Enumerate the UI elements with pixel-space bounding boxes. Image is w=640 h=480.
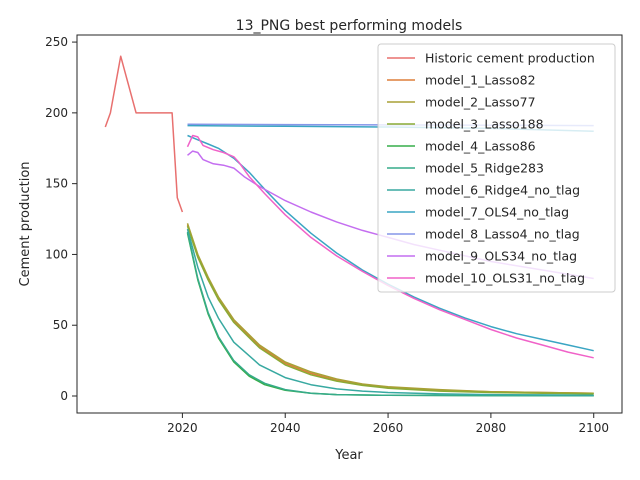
y-tick-label: 0 bbox=[60, 389, 68, 403]
legend-entry: model_10_OLS31_no_tlag bbox=[425, 271, 585, 286]
legend-entry: model_8_Lasso4_no_tlag bbox=[425, 227, 580, 242]
legend-entry: model_5_Ridge283 bbox=[425, 161, 544, 176]
legend-entry: model_1_Lasso82 bbox=[425, 73, 536, 88]
series-line-1 bbox=[104, 55, 184, 213]
legend-entry: Historic cement production bbox=[425, 51, 595, 66]
x-tick-label: 2020 bbox=[167, 421, 198, 435]
y-tick-label: 100 bbox=[45, 247, 68, 261]
y-tick-label: 200 bbox=[45, 106, 68, 120]
y-axis: 0 50 100 150 200 250 bbox=[45, 35, 77, 403]
series-line-3 bbox=[186, 223, 594, 394]
series-line-6 bbox=[186, 231, 594, 397]
y-tick-label: 50 bbox=[53, 318, 68, 332]
y-tick-label: 250 bbox=[45, 35, 68, 49]
x-axis-label: Year bbox=[334, 448, 363, 463]
legend-entry: model_2_Lasso77 bbox=[425, 95, 536, 110]
x-tick-label: 2080 bbox=[476, 421, 507, 435]
legend: Historic cement production model_1_Lasso8… bbox=[377, 43, 616, 293]
x-tick-label: 2060 bbox=[373, 421, 404, 435]
legend-box bbox=[377, 43, 616, 293]
legend-entry: model_3_Lasso188 bbox=[425, 117, 544, 132]
legend-entry: model_9_OLS34_no_tlag bbox=[425, 249, 577, 264]
legend-entry: model_4_Lasso86 bbox=[425, 139, 536, 154]
legend-entry: model_7_OLS4_no_tlag bbox=[425, 205, 569, 220]
x-tick-label: 2100 bbox=[578, 421, 609, 435]
chart-title: 13_PNG best performing models bbox=[236, 18, 463, 34]
series-line-4 bbox=[186, 225, 594, 395]
y-axis-label: Cement production bbox=[18, 161, 33, 286]
series-line-8 bbox=[187, 134, 594, 352]
legend-entry: model_6_Ridge4_no_tlag bbox=[425, 183, 580, 198]
x-tick-label: 2040 bbox=[270, 421, 301, 435]
series-line-11 bbox=[186, 134, 594, 359]
series-line-7 bbox=[186, 228, 594, 397]
y-tick-label: 150 bbox=[45, 177, 68, 191]
x-axis: 2020 2040 2060 2080 2100 bbox=[167, 413, 609, 435]
plot-frame bbox=[76, 34, 623, 414]
